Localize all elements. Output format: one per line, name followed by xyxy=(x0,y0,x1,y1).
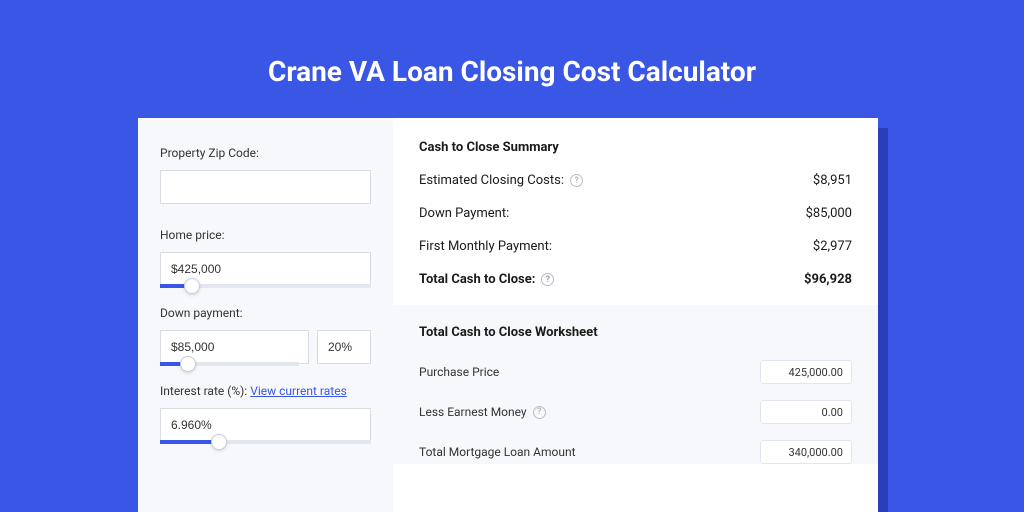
summary-row-value: $8,951 xyxy=(813,173,852,188)
interest-block: Interest rate (%): View current rates xyxy=(160,384,371,444)
worksheet-row: Total Mortgage Loan Amount 340,000.00 xyxy=(419,440,852,464)
zip-field-block: Property Zip Code: xyxy=(160,146,371,204)
help-icon[interactable]: ? xyxy=(570,174,583,187)
home-price-block: Home price: xyxy=(160,228,371,288)
down-payment-label: Down payment: xyxy=(160,306,371,320)
interest-slider-thumb[interactable] xyxy=(211,434,227,450)
summary-row: Total Cash to Close:? $96,928 xyxy=(419,272,852,287)
summary-row: First Monthly Payment: $2,977 xyxy=(419,239,852,254)
help-icon[interactable]: ? xyxy=(533,406,546,419)
summary-row-label: Down Payment: xyxy=(419,206,509,221)
summary-title: Cash to Close Summary xyxy=(419,140,852,155)
down-payment-slider-thumb[interactable] xyxy=(180,356,196,372)
down-payment-block: Down payment: xyxy=(160,306,371,366)
zip-label: Property Zip Code: xyxy=(160,146,371,160)
worksheet-row-value[interactable]: 0.00 xyxy=(760,400,852,424)
page-background: Crane VA Loan Closing Cost Calculator Pr… xyxy=(0,0,1024,512)
page-title: Crane VA Loan Closing Cost Calculator xyxy=(0,0,1024,116)
summary-row-label: Total Cash to Close:? xyxy=(419,272,554,287)
interest-label: Interest rate (%): View current rates xyxy=(160,384,371,398)
interest-slider[interactable] xyxy=(160,440,371,444)
summary-row-label-text: Total Cash to Close: xyxy=(419,272,535,287)
summary-row-label-text: First Monthly Payment: xyxy=(419,239,552,254)
worksheet-rows: Purchase Price 425,000.00 Less Earnest Mon… xyxy=(419,360,852,464)
worksheet-row-label: Less Earnest Money? xyxy=(419,405,546,419)
summary-row: Down Payment: $85,000 xyxy=(419,206,852,221)
down-payment-pct-input[interactable] xyxy=(317,330,371,364)
worksheet-row-label-text: Purchase Price xyxy=(419,365,499,379)
worksheet-row-label-text: Less Earnest Money xyxy=(419,405,527,419)
summary-row-label: First Monthly Payment: xyxy=(419,239,552,254)
worksheet-row: Less Earnest Money? 0.00 xyxy=(419,400,852,424)
summary-row: Estimated Closing Costs:? $8,951 xyxy=(419,173,852,188)
worksheet-row-value[interactable]: 340,000.00 xyxy=(760,440,852,464)
view-rates-link[interactable]: View current rates xyxy=(250,384,347,398)
summary-row-value: $85,000 xyxy=(806,206,852,221)
worksheet-row-label: Purchase Price xyxy=(419,365,499,379)
home-price-slider[interactable] xyxy=(160,284,371,288)
summary-panel: Cash to Close Summary Estimated Closing … xyxy=(393,118,878,512)
help-icon[interactable]: ? xyxy=(541,273,554,286)
summary-row-label-text: Estimated Closing Costs: xyxy=(419,173,564,188)
interest-label-text: Interest rate (%): xyxy=(160,384,247,398)
worksheet-row-label: Total Mortgage Loan Amount xyxy=(419,445,576,459)
worksheet-panel: Total Cash to Close Worksheet Purchase P… xyxy=(393,305,878,464)
worksheet-title: Total Cash to Close Worksheet xyxy=(419,325,852,340)
summary-row-label: Estimated Closing Costs:? xyxy=(419,173,583,188)
inputs-panel: Property Zip Code: Home price: Down paym… xyxy=(138,118,393,512)
interest-input[interactable] xyxy=(160,408,371,442)
down-payment-slider[interactable] xyxy=(160,362,299,366)
home-price-label: Home price: xyxy=(160,228,371,242)
zip-input[interactable] xyxy=(160,170,371,204)
worksheet-row-label-text: Total Mortgage Loan Amount xyxy=(419,445,576,459)
summary-row-value: $2,977 xyxy=(813,239,852,254)
home-price-slider-thumb[interactable] xyxy=(184,278,200,294)
summary-row-value: $96,928 xyxy=(804,272,852,287)
summary-row-label-text: Down Payment: xyxy=(419,206,509,221)
summary-rows: Estimated Closing Costs:? $8,951 Down Paym… xyxy=(419,173,852,287)
worksheet-row-value[interactable]: 425,000.00 xyxy=(760,360,852,384)
worksheet-row: Purchase Price 425,000.00 xyxy=(419,360,852,384)
calculator-card: Property Zip Code: Home price: Down paym… xyxy=(138,118,878,512)
